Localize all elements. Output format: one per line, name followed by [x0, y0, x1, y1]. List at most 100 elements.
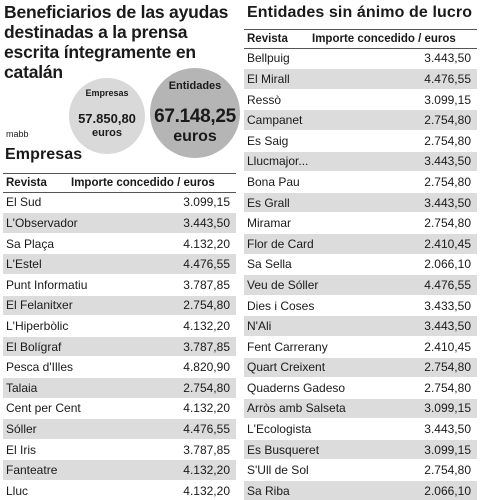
- revista-name: Es Busqueret: [247, 442, 320, 457]
- revista-name: Miramar: [247, 216, 291, 231]
- revista-name: Sa Plaça: [6, 236, 55, 251]
- entidades-rows: Bellpuig 3.443,50 El Mirall 4.476,55 Ressò 3.…: [244, 49, 477, 500]
- table-row: L'Hiperbòlic 4.132,20: [3, 316, 236, 337]
- table-row: Cent per Cent 4.132,20: [3, 399, 236, 420]
- revista-name: Pesca d'Illes: [6, 360, 73, 375]
- revista-name: Quaderns Gadeso: [247, 380, 346, 395]
- importe-amount: 4.132,20: [183, 236, 230, 251]
- importe-amount: 3.099,15: [424, 92, 471, 107]
- importe-amount: 3.099,15: [183, 195, 230, 210]
- revista-name: Fanteatre: [6, 463, 58, 478]
- table-row: El Sud 3.099,15: [3, 193, 236, 214]
- importe-amount: 2.754,80: [424, 360, 471, 375]
- revista-name: L'Hiperbòlic: [6, 318, 69, 333]
- importe-amount: 4.132,20: [183, 483, 230, 498]
- table-row: Campanet 2.754,80: [244, 110, 477, 131]
- entidades-total-circle: Entidades 67.148,25 euros: [150, 68, 240, 158]
- empresas-section-title: Empresas: [5, 146, 83, 163]
- credit: mabb: [6, 129, 29, 139]
- importe-amount: 4.476,55: [424, 71, 471, 86]
- importe-amount: 3.787,85: [183, 442, 230, 457]
- entidades-total-value: 67.148,25: [154, 106, 236, 127]
- revista-name: El Iris: [6, 442, 36, 457]
- importe-amount: 2.754,80: [424, 463, 471, 478]
- entidades-col-importe: Importe concedido / euros: [312, 32, 456, 45]
- importe-amount: 4.820,90: [183, 360, 230, 375]
- revista-name: Flor de Card: [247, 236, 314, 251]
- table-row: Sa Sella 2.066,10: [244, 255, 477, 276]
- revista-name: Quart Creixent: [247, 360, 326, 375]
- importe-amount: 4.132,20: [183, 318, 230, 333]
- table-row: Veu de Sóller 4.476,55: [244, 275, 477, 296]
- importe-amount: 2.754,80: [183, 298, 230, 313]
- table-row: Ressò 3.099,15: [244, 90, 477, 111]
- entidades-section-title: Entidades sin ánimo de lucro: [247, 4, 473, 21]
- table-row: Bellpuig 3.443,50: [244, 49, 477, 70]
- table-row: L'Observador 3.443,50: [3, 213, 236, 234]
- revista-name: Es Saig: [247, 133, 289, 148]
- table-row: Fanteatre 4.132,20: [3, 460, 236, 481]
- revista-name: Llucmajor...: [247, 154, 309, 169]
- table-row: Sóller 4.476,55: [3, 419, 236, 440]
- table-row: Quart Creixent 2.754,80: [244, 357, 477, 379]
- importe-amount: 3.443,50: [424, 195, 471, 210]
- importe-amount: 3.443,50: [183, 215, 230, 230]
- revista-name: El Felanitxer: [6, 298, 73, 313]
- table-row: Talaia 2.754,80: [3, 377, 236, 399]
- revista-name: Sóller: [6, 421, 37, 436]
- revista-name: Punt Informatiu: [6, 277, 88, 292]
- table-row: Llucmajor... 3.443,50: [244, 151, 477, 173]
- importe-amount: 2.754,80: [424, 133, 471, 148]
- empresas-col-revista: Revista: [6, 176, 47, 189]
- importe-amount: 4.132,20: [183, 401, 230, 416]
- table-row: El Iris 3.787,85: [3, 440, 236, 461]
- table-row: Bona Pau 2.754,80: [244, 172, 477, 193]
- importe-amount: 2.754,80: [424, 174, 471, 189]
- revista-name: El Sud: [6, 195, 42, 210]
- empresas-col-importe: Importe concedido / euros: [71, 176, 215, 189]
- table-row: L'Ecologista 3.443,50: [244, 419, 477, 440]
- importe-amount: 3.433,50: [424, 298, 471, 313]
- entidades-table: Revista Importe concedido / euros Bellpu…: [244, 29, 477, 500]
- revista-name: Veu de Sóller: [247, 277, 319, 292]
- revista-name: El Bolígraf: [6, 339, 62, 354]
- importe-amount: 2.754,80: [424, 380, 471, 395]
- revista-name: L'Observador: [6, 215, 78, 230]
- importe-amount: 2.754,80: [424, 113, 471, 128]
- table-row: Fent Carrerany 2.410,45: [244, 337, 477, 358]
- revista-name: Arròs amb Salseta: [247, 401, 346, 416]
- table-row: Es Busqueret 3.099,15: [244, 439, 477, 461]
- revista-name: El Mirall: [247, 71, 290, 86]
- importe-amount: 2.410,45: [424, 339, 471, 354]
- importe-amount: 3.443,50: [424, 154, 471, 169]
- importe-amount: 3.443,50: [424, 51, 471, 66]
- entidades-col-revista: Revista: [247, 32, 288, 45]
- importe-amount: 3.443,50: [424, 319, 471, 334]
- importe-amount: 2.066,10: [424, 257, 471, 272]
- empresas-rows: El Sud 3.099,15 L'Observador 3.443,50 Sa Pla…: [3, 193, 236, 500]
- revista-name: N'Ali: [247, 319, 272, 334]
- revista-name: L'Ecologista: [247, 422, 312, 437]
- revista-name: Cent per Cent: [6, 401, 81, 416]
- table-row: El Mirall 4.476,55: [244, 69, 477, 90]
- importe-amount: 4.476,55: [183, 421, 230, 436]
- table-row: Sa Riba 2.066,10: [244, 481, 477, 500]
- entidades-table-header: Revista Importe concedido / euros: [244, 29, 477, 49]
- revista-name: Fent Carrerany: [247, 339, 328, 354]
- revista-name: Es Grall: [247, 195, 290, 210]
- entidades-total-label: Entidades: [168, 80, 222, 92]
- table-row: L'Estel 4.476,55: [3, 254, 236, 275]
- entidades-total-unit: euros: [173, 128, 217, 145]
- importe-amount: 2.066,10: [424, 483, 471, 498]
- table-row: Quaderns Gadeso 2.754,80: [244, 378, 477, 399]
- revista-name: Lluc: [6, 483, 29, 498]
- headline: Beneficiarios de las ayudas destinadas a…: [4, 2, 229, 82]
- table-row: Flor de Card 2.410,45: [244, 233, 477, 255]
- table-row: Punt Informatiu 3.787,85: [3, 275, 236, 296]
- revista-name: Campanet: [247, 113, 303, 128]
- table-row: Lluc 4.132,20: [3, 481, 236, 500]
- table-row: El Bolígraf 3.787,85: [3, 336, 236, 358]
- table-row: Es Saig 2.754,80: [244, 131, 477, 152]
- importe-amount: 2.754,80: [183, 380, 230, 395]
- importe-amount: 2.754,80: [424, 216, 471, 231]
